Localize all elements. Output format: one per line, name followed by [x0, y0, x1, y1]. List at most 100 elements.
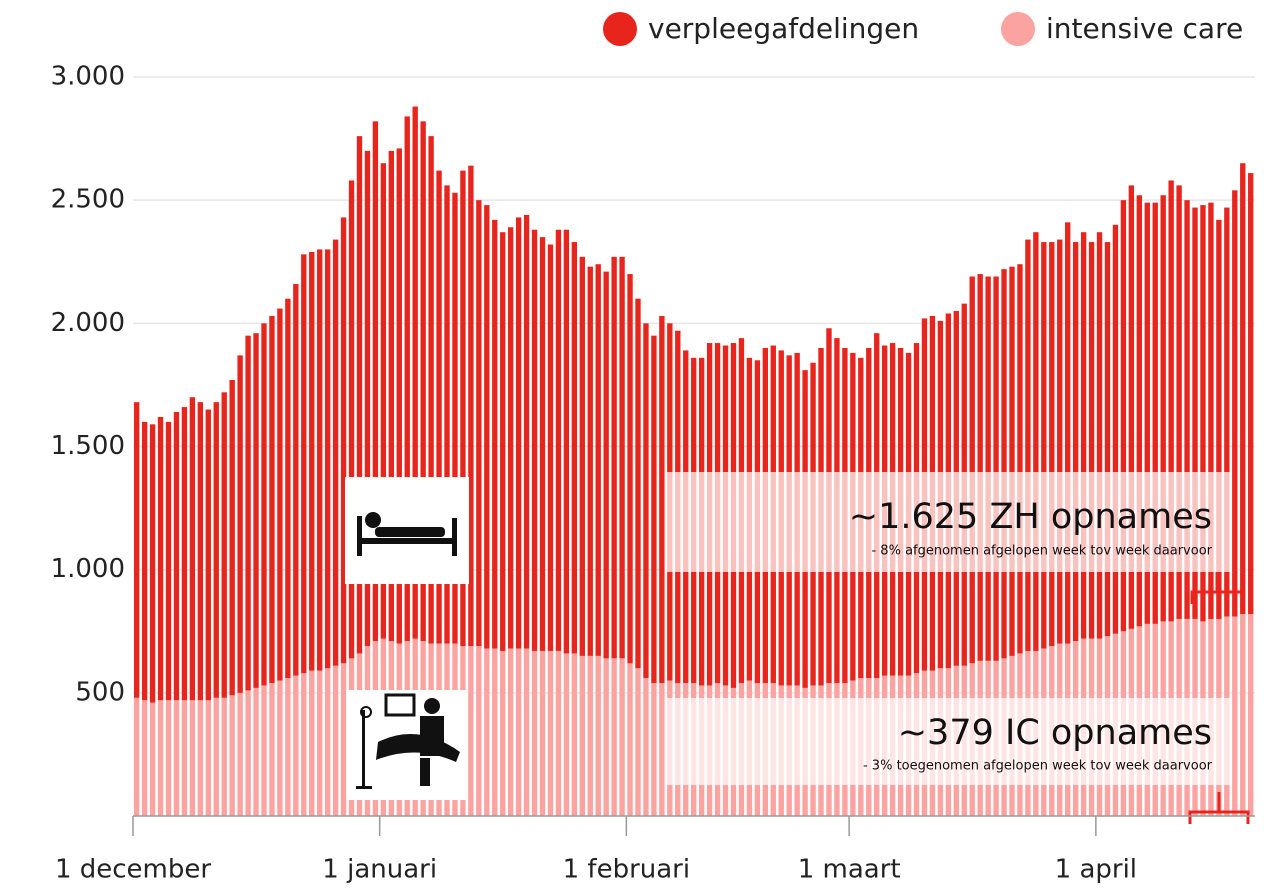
bar [396, 148, 402, 644]
bar [221, 392, 227, 698]
bar [476, 646, 482, 816]
bar [611, 256, 617, 659]
x-tick-label: 1 december [55, 855, 211, 885]
x-tick-label: 1 februari [563, 855, 690, 885]
bar [436, 170, 442, 644]
bar [571, 653, 578, 816]
bar [1025, 239, 1031, 651]
bar [420, 121, 426, 642]
bar [515, 648, 522, 816]
bar [547, 244, 554, 651]
bar [134, 402, 140, 698]
bar [181, 407, 188, 701]
bracket [1190, 572, 1244, 604]
annotation-text: - 3% toegenomen afgelopen week tov week … [863, 759, 1213, 774]
bar [484, 205, 490, 649]
bar [141, 700, 148, 816]
bar [1120, 200, 1127, 632]
bar [1057, 239, 1063, 644]
bar [1096, 232, 1103, 639]
bar [237, 355, 243, 693]
bar [285, 298, 291, 679]
bar [1088, 242, 1095, 639]
bar [985, 276, 991, 661]
bar [659, 682, 665, 816]
bar [444, 185, 450, 644]
bar [293, 283, 299, 676]
bar [603, 271, 609, 659]
bar [404, 116, 410, 642]
bar [428, 136, 434, 644]
bar [332, 239, 339, 666]
y-tick-label: 1.500 [51, 431, 125, 461]
bar [277, 308, 283, 681]
bar [492, 219, 498, 649]
bar [189, 700, 196, 816]
bar [468, 646, 474, 816]
bar [539, 650, 546, 816]
bar [484, 648, 490, 816]
bar [197, 700, 204, 816]
bar [1240, 614, 1246, 816]
bar [309, 251, 315, 671]
bar [141, 421, 148, 701]
bar [1248, 173, 1254, 615]
bar [1033, 232, 1039, 651]
bar [1136, 195, 1142, 627]
bar [1184, 200, 1190, 619]
bar [221, 697, 227, 816]
annotation-title: ~1.625 ZH opnames [849, 497, 1212, 537]
bar [969, 276, 975, 664]
bed-icon [345, 477, 469, 584]
bar [340, 217, 347, 664]
bar [531, 650, 538, 816]
bar [460, 170, 466, 647]
y-tick-label: 3.000 [51, 62, 125, 92]
bar [643, 323, 649, 679]
bar [523, 648, 530, 816]
bar [317, 670, 323, 816]
bar [372, 121, 379, 642]
x-tick-label: 1 maart [798, 855, 901, 885]
bracket [1188, 792, 1250, 824]
bar [563, 653, 570, 816]
legend-swatch [1001, 12, 1035, 46]
legend-label: verpleegafdelingen [648, 12, 919, 45]
bar [213, 402, 219, 698]
bar [229, 379, 235, 696]
bar [149, 702, 156, 816]
bar [157, 416, 164, 701]
bar [237, 692, 243, 816]
bar [1216, 219, 1222, 619]
bar [595, 655, 601, 816]
bar [173, 700, 180, 816]
bar [500, 650, 506, 816]
bar [269, 682, 275, 816]
bar [1192, 207, 1198, 619]
bar [317, 249, 323, 671]
bar [332, 665, 339, 816]
bar [1176, 185, 1182, 619]
bar [531, 229, 538, 651]
bar [388, 150, 394, 642]
bar [165, 421, 172, 701]
bar [492, 648, 498, 816]
bar [173, 412, 180, 701]
bar [476, 200, 482, 647]
bar [1080, 232, 1087, 639]
bar [659, 315, 665, 683]
y-tick-label: 500 [75, 677, 125, 707]
bar [523, 214, 530, 649]
bar [1152, 202, 1158, 624]
bar [149, 424, 156, 703]
bar [587, 655, 593, 816]
y-tick-label: 1.000 [51, 554, 125, 584]
bar [348, 180, 355, 659]
bar [579, 655, 585, 816]
bar [571, 242, 578, 654]
bar [603, 658, 609, 816]
annotation-box [665, 472, 1232, 572]
bar [611, 658, 617, 816]
overlay: ~1.625 ZH opnames - 8% afgenomen afgelop… [345, 472, 1250, 824]
